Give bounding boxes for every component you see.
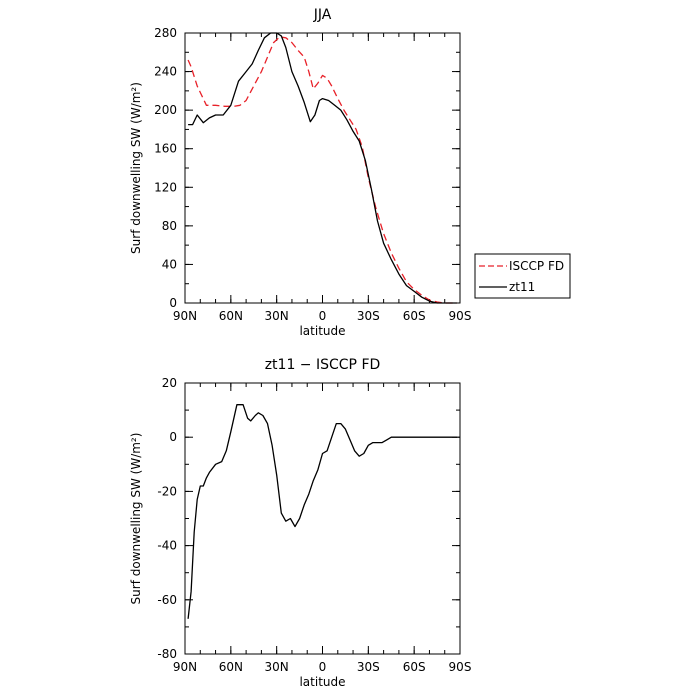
- x-tick-label: 90S: [449, 660, 472, 674]
- y-tick-label: 0: [169, 430, 177, 444]
- legend-label: zt11: [509, 280, 535, 294]
- y-tick-label: 240: [154, 65, 177, 79]
- x-tick-label: 30N: [265, 660, 289, 674]
- chart-title: JJA: [313, 7, 332, 23]
- chart-panel-2: zt11 − ISCCP FD 90N 60N 30N 0 30S 60S 90S -80 -60…: [129, 357, 471, 689]
- chart-title: zt11 − ISCCP FD: [265, 357, 381, 373]
- y-tick-label: 0: [169, 296, 177, 310]
- x-tick-label: 60S: [403, 309, 426, 323]
- legend-label: ISCCP FD: [509, 259, 564, 273]
- y-tick-label: 20: [162, 376, 177, 390]
- x-tick-label: 60N: [219, 660, 243, 674]
- y-tick-label: 160: [154, 142, 177, 156]
- x-axis-label: latitude: [299, 324, 345, 338]
- series-line-isccp-fd: [187, 36, 457, 304]
- legend: ISCCP FD zt11: [474, 253, 571, 299]
- y-tick-label: -60: [157, 593, 177, 607]
- x-tick-label: 30S: [357, 660, 380, 674]
- chart-panel-1: JJA 90N 60N 30N 0 30S 60S 90S 0 40 80 120 160 200 240 2…: [129, 7, 471, 338]
- x-tick-label: 90N: [173, 309, 197, 323]
- x-tick-label: 30N: [265, 309, 289, 323]
- x-tick-label: 0: [319, 309, 327, 323]
- y-tick-label: 40: [162, 257, 177, 271]
- y-axis-label: Surf downwelling SW (W/m²): [129, 82, 143, 254]
- x-tick-label: 60N: [219, 309, 243, 323]
- plot-frame: [184, 32, 461, 304]
- series-line-zt11: [188, 32, 457, 304]
- x-tick-label: 0: [319, 660, 327, 674]
- legend-box: [474, 253, 571, 299]
- plot-frame: [184, 382, 461, 655]
- y-tick-label: 280: [154, 26, 177, 40]
- x-axis-label: latitude: [299, 675, 345, 689]
- x-tick-label: 90S: [449, 309, 472, 323]
- y-tick-label: -80: [157, 647, 177, 661]
- series-line-difference: [187, 404, 457, 619]
- x-tick-label: 30S: [357, 309, 380, 323]
- x-tick-label: 60S: [403, 660, 426, 674]
- y-tick-label: 80: [162, 219, 177, 233]
- y-tick-label: 200: [154, 103, 177, 117]
- x-tick-label: 90N: [173, 660, 197, 674]
- y-axis-label: Surf downwelling SW (W/m²): [129, 433, 143, 605]
- y-tick-label: -20: [157, 484, 177, 498]
- y-tick-label: 120: [154, 180, 177, 194]
- y-tick-label: -40: [157, 539, 177, 553]
